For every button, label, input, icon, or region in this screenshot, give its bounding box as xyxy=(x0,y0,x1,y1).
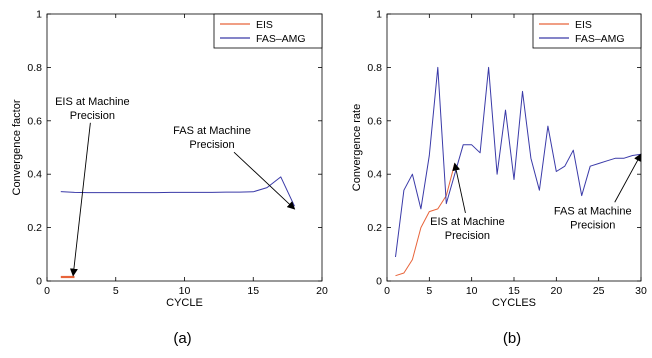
y-axis-title: Convergence rate xyxy=(351,104,363,191)
x-tick-label: 10 xyxy=(466,285,478,297)
annotation-text: EIS at Machine Precision xyxy=(430,216,505,242)
y-tick-label: 1 xyxy=(376,9,382,21)
x-tick-label: 20 xyxy=(550,285,562,297)
annotation-arrow xyxy=(69,122,91,277)
y-axis-title: Convergence factor xyxy=(11,99,23,195)
y-tick-label: 0.2 xyxy=(367,222,382,234)
legend-box xyxy=(532,13,642,49)
x-tick-label: 15 xyxy=(508,285,520,297)
y-tick-label: 0.6 xyxy=(27,115,42,127)
x-tick-label: 20 xyxy=(316,285,328,297)
y-tick-label: 0.8 xyxy=(27,62,42,74)
series-line-fas-amg xyxy=(60,176,295,207)
annotation-text: FAS at Machine Precision xyxy=(554,205,632,231)
chart-panel-b: 0 5 10 15 20 25 30 0 0.2 0.4 0.6 0.8 1 CYCLES Converge… xyxy=(351,9,647,348)
x-tick-label: 25 xyxy=(593,285,605,297)
annotation-line: EIS at Machine xyxy=(430,216,505,228)
legend-label-fas-amg: FAS–AMG xyxy=(256,33,306,45)
panel-caption: (a) xyxy=(173,330,191,347)
panel-caption: (b) xyxy=(503,330,521,347)
y-tick-label: 0 xyxy=(376,276,382,288)
x-tick-label: 0 xyxy=(44,285,50,297)
annotation-line: FAS at Machine xyxy=(173,125,251,137)
annotation-arrow xyxy=(233,151,296,210)
chart-panel-a: 0 5 10 15 20 0 0.2 0.4 0.6 0.8 1 CYCLE Convergence f… xyxy=(11,9,328,348)
legend-label-eis: EIS xyxy=(256,19,273,31)
annotation-text: FAS at Machine Precision xyxy=(173,125,251,151)
legend-box xyxy=(213,13,323,49)
annotation-line: Precision xyxy=(70,110,115,122)
y-tick-label: 1 xyxy=(36,9,42,21)
x-axis-title: CYCLE xyxy=(166,297,203,309)
y-tick-label: 0.4 xyxy=(27,169,42,181)
x-tick-label: 0 xyxy=(384,285,390,297)
series-line-fas-amg xyxy=(395,66,642,258)
x-tick-label: 10 xyxy=(179,285,191,297)
annotation-line: Precision xyxy=(570,219,615,231)
y-tick-label: 0.6 xyxy=(367,115,382,127)
annotation-text: EIS at Machine Precision xyxy=(55,96,130,122)
legend-label-eis: EIS xyxy=(575,19,592,31)
annotation-line: Precision xyxy=(445,230,490,242)
y-tick-label: 0.2 xyxy=(27,222,42,234)
series-line-eis xyxy=(395,163,456,277)
x-axis-title: CYCLES xyxy=(492,297,536,309)
x-tick-label: 5 xyxy=(426,285,432,297)
annotation-arrow xyxy=(614,153,642,203)
annotation-line: Precision xyxy=(189,139,234,151)
x-tick-label: 5 xyxy=(113,285,119,297)
y-tick-label: 0 xyxy=(36,276,42,288)
annotation-line: FAS at Machine xyxy=(554,205,632,217)
x-tick-label: 30 xyxy=(635,285,647,297)
plot-frame xyxy=(386,13,642,282)
x-tick-label: 15 xyxy=(247,285,259,297)
plot-frame xyxy=(46,13,323,282)
annotation-arrow xyxy=(452,162,466,214)
y-tick-label: 0.8 xyxy=(367,62,382,74)
annotation-line: EIS at Machine xyxy=(55,96,130,108)
y-tick-label: 0.4 xyxy=(367,169,382,181)
legend-label-fas-amg: FAS–AMG xyxy=(575,33,625,45)
